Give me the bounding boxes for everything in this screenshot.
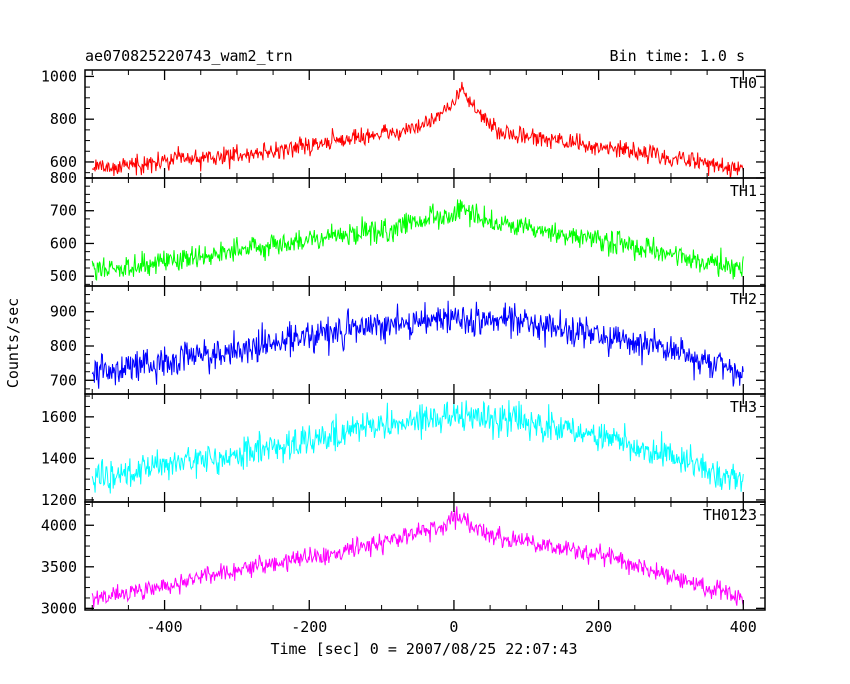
y-tick-label: 800 <box>50 110 77 128</box>
panel-th0123: 3000 3500 4000 TH0123 <box>41 501 766 617</box>
bin-time-label: Bin time: 1.0 s <box>610 47 745 65</box>
y-tick-label: 1000 <box>41 67 77 85</box>
y-axis-label: Counts/sec <box>4 298 22 388</box>
y-tick-label: 3000 <box>41 599 77 617</box>
panel-th3: 1200 1400 1600 TH3 <box>41 393 766 509</box>
y-tick-label: 600 <box>50 153 77 171</box>
x-tick-label: -400 <box>147 618 183 636</box>
panel-label-th0123: TH0123 <box>703 506 757 524</box>
panel-label-th3: TH3 <box>730 398 757 416</box>
y-tick-label: 4000 <box>41 516 77 534</box>
y-tick-label: 1600 <box>41 408 77 426</box>
y-tick-label: 1400 <box>41 449 77 467</box>
x-axis-label: Time [sec] 0 = 2007/08/25 22:07:43 <box>270 640 577 658</box>
y-tick-label: 800 <box>50 169 77 187</box>
y-tick-label: 500 <box>50 267 77 285</box>
y-tick-label: 800 <box>50 337 77 355</box>
y-tick-label: 700 <box>50 202 77 220</box>
series-line-th0 <box>91 81 744 178</box>
y-tick-label: 600 <box>50 234 77 252</box>
series-line-th0123 <box>91 506 744 608</box>
y-tick-label: 900 <box>50 303 77 321</box>
series-line-th1 <box>91 199 744 281</box>
y-tick-label: 1200 <box>41 491 77 509</box>
series-line-th3 <box>91 400 744 494</box>
panel-th1: 500 600 700 800 TH1 <box>50 169 766 287</box>
x-tick-label: 0 <box>449 618 458 636</box>
panel-label-th2: TH2 <box>730 290 757 308</box>
y-tick-label: 700 <box>50 371 77 389</box>
x-tick-label: 400 <box>730 618 757 636</box>
chart-title: ae070825220743_wam2_trn <box>85 47 293 65</box>
series-line-th2 <box>91 300 744 389</box>
y-tick-label: 3500 <box>41 558 77 576</box>
panel-label-th0: TH0 <box>730 74 757 92</box>
x-tick-label: -200 <box>291 618 327 636</box>
panel-label-th1: TH1 <box>730 182 757 200</box>
x-tick-label: 200 <box>585 618 612 636</box>
